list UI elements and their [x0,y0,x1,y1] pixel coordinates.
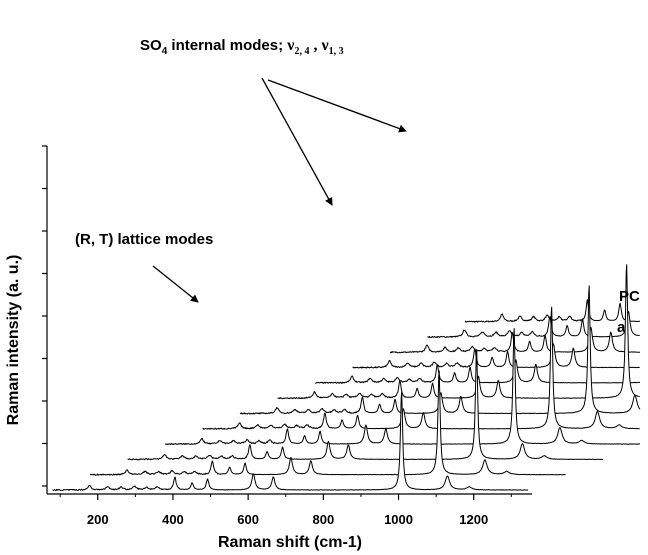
spectra-group [52,264,641,493]
so4-annotation: SO4 internal modes; ν2, 4 , ν1, 3 [140,37,344,57]
x-tick-label: 1000 [384,512,413,527]
spectrum-line-5 [202,306,640,430]
x-tick-label: 800 [312,512,334,527]
lattice-arrow [152,265,199,303]
spectrum-occluder [465,299,640,325]
y-axis-title: Raman intensity (a. u.) [5,255,22,426]
x-tick-label: 400 [162,512,184,527]
spectrum-line-9 [352,343,640,369]
x-tick-label: 600 [237,512,259,527]
spectrum-line-3 [127,349,604,461]
so4-arrow-right [267,79,407,133]
x-axis-ticks: 200 400 600 800 1000 1200 [59,494,512,527]
spectrum-line-11 [427,310,640,338]
spectrum-line-2 [89,370,566,476]
y-axis-ticks [42,145,47,487]
spectrum-label-a: a [617,319,626,336]
spectrum-line-12 [464,299,641,323]
spectrum-occluder [315,359,640,386]
x-axis-title: Raman shift (cm-1) [218,534,362,551]
x-tick-label: 1200 [459,512,488,527]
so4-arrow-left [261,77,333,206]
spectrum-line-7 [277,264,640,400]
spectrum-line-1 [52,391,529,492]
x-tick-label: 200 [87,512,109,527]
lattice-annotation: (R, T) lattice modes [75,231,213,248]
spectrum-label-pc: PC [619,288,640,305]
